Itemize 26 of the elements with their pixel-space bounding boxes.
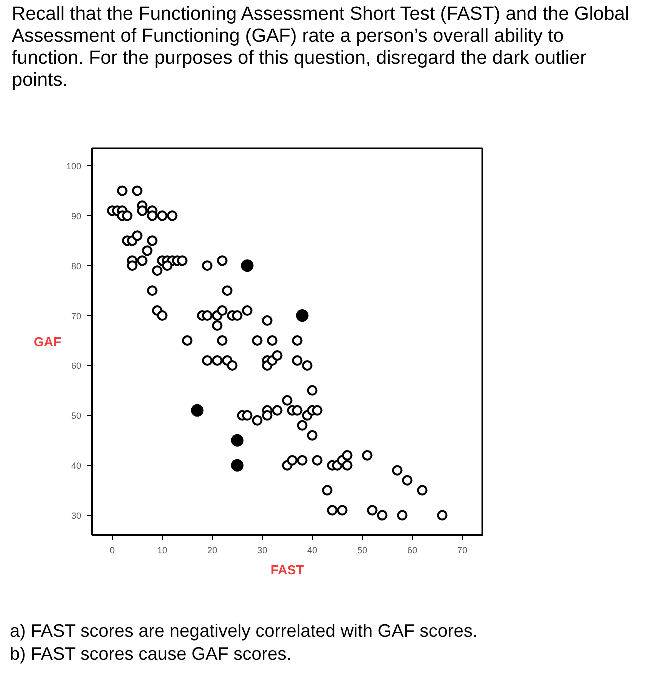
x-tick-label: 30 — [257, 546, 268, 556]
point — [231, 434, 244, 447]
x-tick-label: 50 — [357, 546, 368, 556]
text: b) FAST scores cause GAF scores. — [10, 643, 293, 666]
x-tick-label: 20 — [207, 546, 218, 556]
point — [231, 459, 244, 472]
y-tick-label: 50 — [71, 411, 82, 422]
point — [241, 260, 254, 272]
point — [296, 310, 309, 322]
y-axis-title: GAF — [34, 334, 62, 350]
point — [191, 404, 204, 417]
x-tick-label: 40 — [307, 546, 318, 556]
y-tick-label: 30 — [71, 511, 82, 522]
y-tick-label: 100 — [66, 161, 82, 172]
y-tick-label: 90 — [71, 211, 82, 222]
x-axis-title: FAST — [270, 562, 304, 578]
y-tick-label: 80 — [71, 261, 82, 272]
chart-title: Recall that the Functioning Assessment Short Test (FAST) and the Global Assessment of Functioning (GAF) rate a person’s overall ability to function. For the purposes of this question, disregard the dark outlier points. — [12, 4, 630, 92]
x-tick-label: 70 — [457, 546, 468, 556]
x-tick-label: 60 — [407, 546, 418, 556]
text: a) FAST scores are negatively correlated with GAF scores. — [10, 620, 478, 643]
y-tick-label: 40 — [71, 461, 82, 472]
y-tick-label: 70 — [71, 311, 82, 322]
x-tick-label: 0 — [110, 546, 116, 556]
y-tick-label: 60 — [71, 361, 82, 372]
x-tick-label: 10 — [157, 546, 168, 556]
